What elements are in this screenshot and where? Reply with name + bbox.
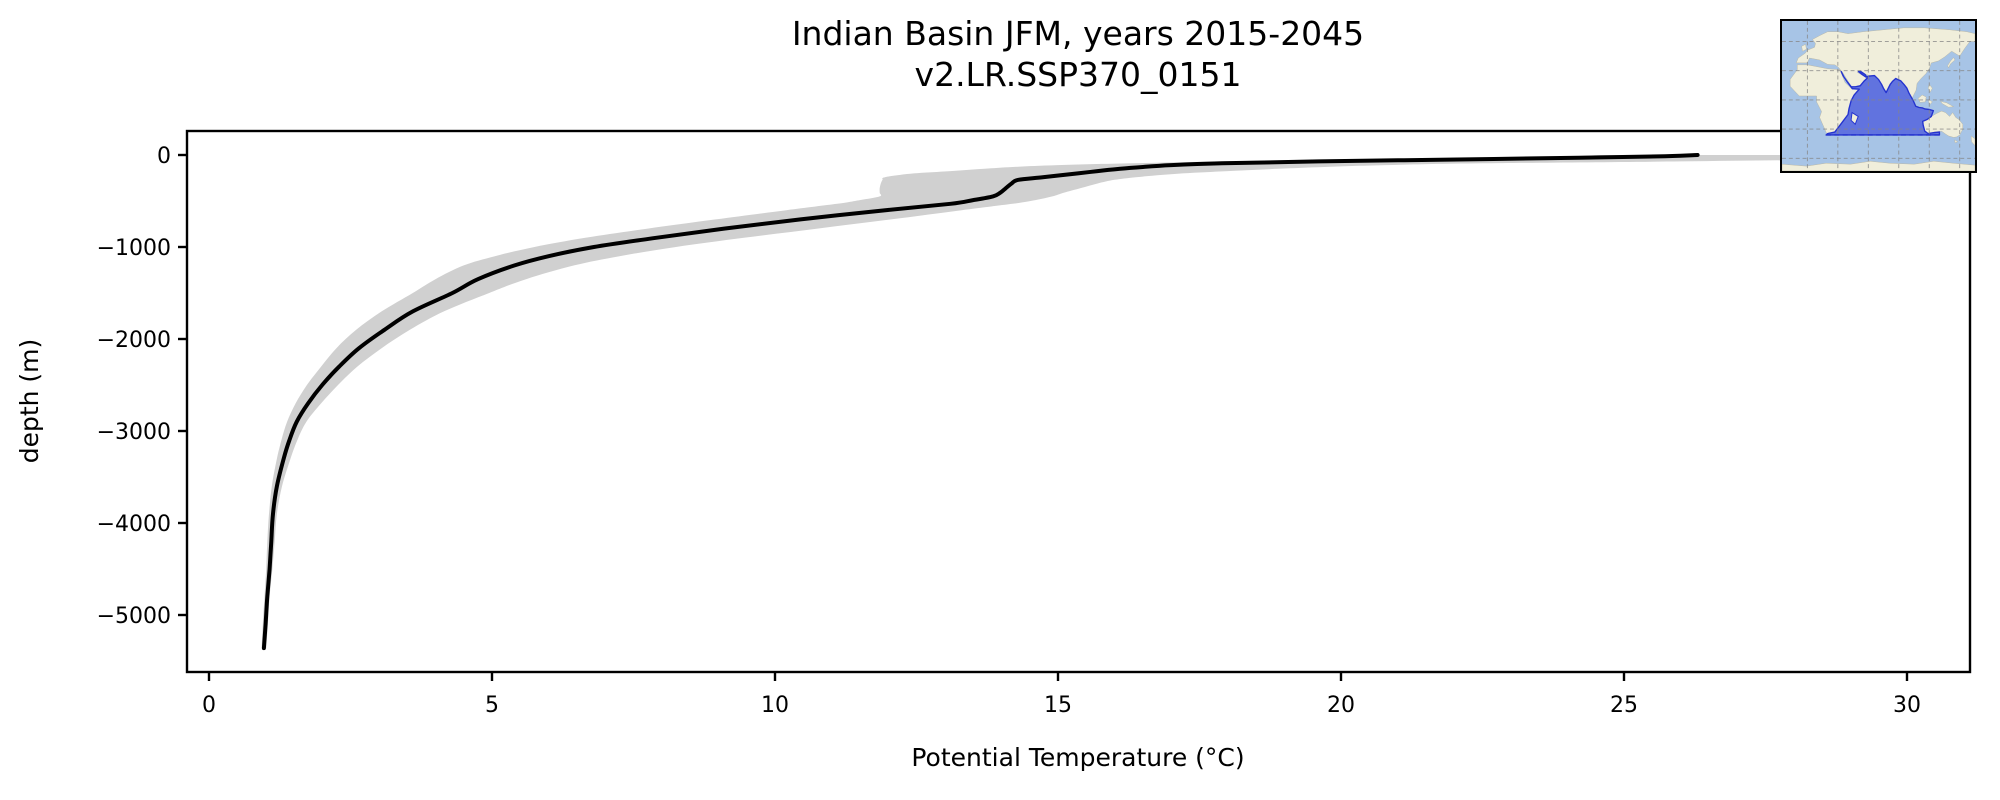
- map-gridlines: [1782, 21, 1975, 171]
- x-tick-label: 5: [485, 693, 499, 718]
- mean-profile-line: [261, 153, 1700, 651]
- world-map: [1782, 21, 1975, 171]
- y-tick-label: 0: [157, 144, 171, 169]
- indian-basin-highlight: [1825, 70, 1941, 136]
- basin-inset-map: [1780, 19, 1977, 173]
- y-axis-label: depth (m): [15, 339, 44, 464]
- x-tick-label: 15: [1044, 693, 1072, 718]
- x-tick-label: 10: [761, 693, 789, 718]
- landmass-antarctica: [1782, 161, 1975, 171]
- y-tick-label: −2000: [97, 328, 171, 353]
- x-axis-label: Potential Temperature (°C): [911, 743, 1244, 772]
- x-tick-label: 0: [202, 693, 216, 718]
- axes-frame: [185, 129, 1972, 674]
- landmass-new-guinea: [1939, 100, 1955, 108]
- landmass-madagascar-outline: [1850, 111, 1859, 126]
- landmass-japan: [1947, 57, 1956, 69]
- map-land: [1782, 27, 1975, 171]
- y-axis: 0 −1000 −2000 −3000 −4000 −5000: [97, 144, 187, 629]
- mean-profile-layer: [261, 153, 1700, 651]
- y-tick-label: −5000: [97, 604, 171, 629]
- landmass-borneo: [1917, 94, 1927, 103]
- landmass-uk: [1801, 44, 1807, 52]
- y-tick-label: −4000: [97, 512, 171, 537]
- uncertainty-band-layer: [261, 155, 1896, 649]
- x-tick-label: 20: [1327, 693, 1355, 718]
- y-tick-label: −3000: [97, 420, 171, 445]
- x-axis: 0 5 10 15 20 25 30: [202, 672, 1921, 718]
- chart-title: Indian Basin JFM, years 2015-2045: [792, 14, 1364, 53]
- chart-subtitle: v2.LR.SSP370_0151: [915, 55, 1242, 94]
- uncertainty-band: [261, 155, 1896, 649]
- landmass-sulawesi: [1928, 99, 1933, 105]
- y-tick-label: −1000: [97, 236, 171, 261]
- landmass-tasmania: [1954, 139, 1959, 144]
- x-tick-label: 25: [1610, 693, 1638, 718]
- x-tick-label: 30: [1893, 693, 1921, 718]
- landmass-new-zealand: [1970, 135, 1975, 147]
